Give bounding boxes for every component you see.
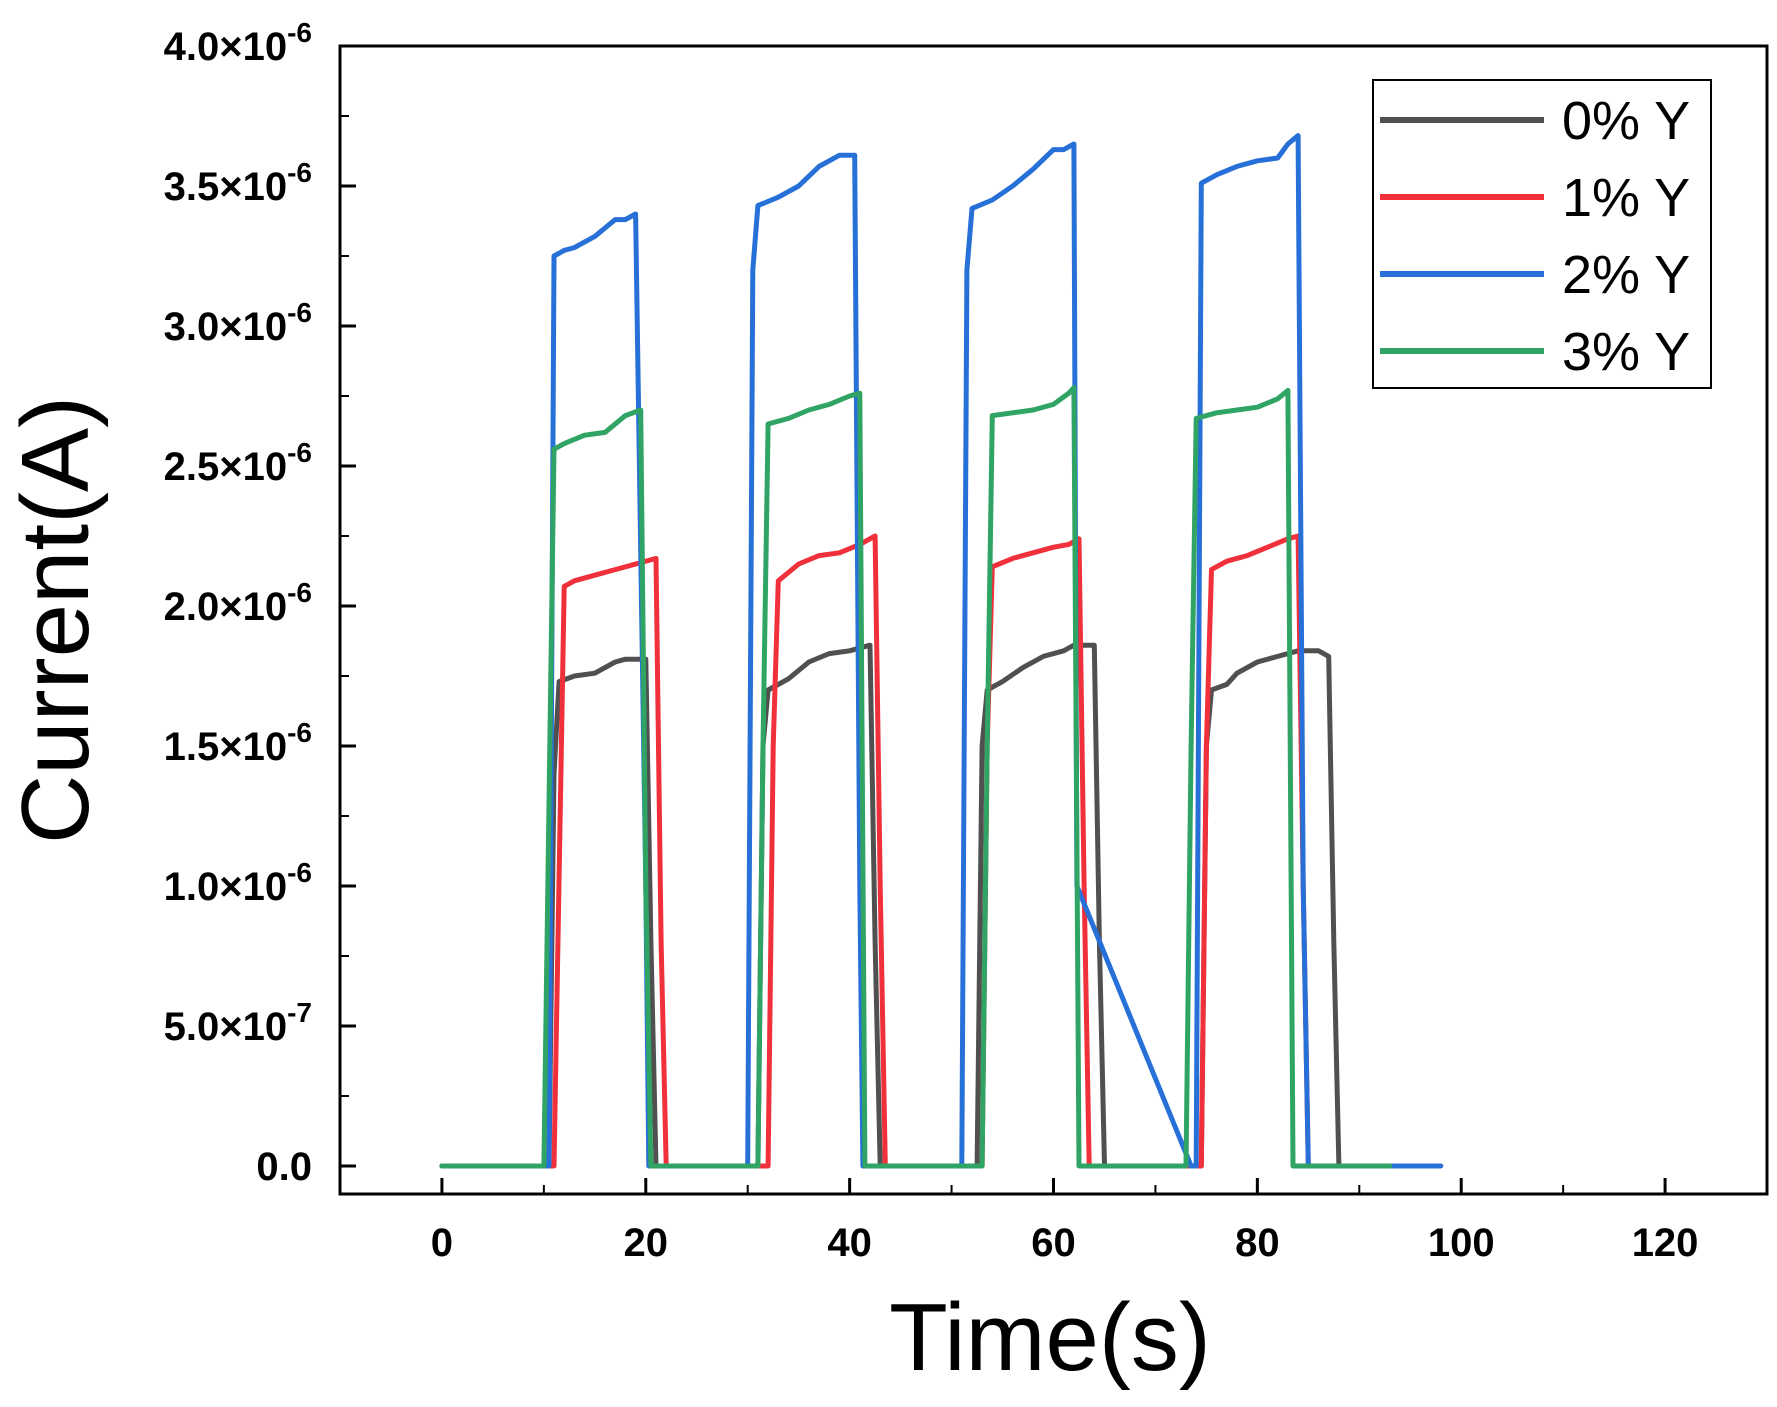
y-tick-exponent: -6 <box>287 577 312 608</box>
legend: 0% Y 1% Y 2% Y 3% Y <box>1372 79 1712 389</box>
y-tick-mantissa: 5.0×10 <box>164 1005 287 1049</box>
x-tick-label: 120 <box>1632 1221 1699 1265</box>
x-tick-label: 40 <box>827 1221 872 1265</box>
legend-label-2: 2% Y <box>1562 245 1690 305</box>
y-tick-mantissa: 1.0×10 <box>164 865 287 909</box>
y-tick-label: 1.0×10-6 <box>164 857 312 909</box>
series-layer <box>439 133 1444 1169</box>
y-tick-mantissa: 3.5×10 <box>164 165 287 209</box>
x-axis: 0 20 40 60 80 100 120 <box>339 1178 1768 1265</box>
y-tick-exponent: -7 <box>287 997 312 1028</box>
series-line-3 <box>439 385 1393 1169</box>
y-tick-label: 0.0 <box>256 1145 312 1189</box>
legend-label-3: 3% Y <box>1562 322 1690 382</box>
x-tick-label: 20 <box>624 1221 669 1265</box>
y-tick-exponent: -6 <box>287 157 312 188</box>
y-tick-label: 2.0×10-6 <box>164 577 312 629</box>
y-tick-label: 1.5×10-6 <box>164 717 312 769</box>
y-tick-mantissa: 4.0×10 <box>164 25 287 69</box>
y-tick-mantissa: 0.0 <box>256 1145 312 1189</box>
y-tick-exponent: -6 <box>287 17 312 48</box>
y-tick-exponent: -6 <box>287 297 312 328</box>
y-tick-label: 3.0×10-6 <box>164 297 312 349</box>
y-tick-label: 4.0×10-6 <box>164 17 312 69</box>
y-tick-label: 2.5×10-6 <box>164 437 312 489</box>
y-tick-label: 3.5×10-6 <box>164 157 312 209</box>
y-axis: 0.05.0×10-71.0×10-61.5×10-62.0×10-62.5×1… <box>164 17 356 1189</box>
y-tick-exponent: -6 <box>287 437 312 468</box>
legend-box <box>1372 79 1712 389</box>
y-tick-mantissa: 2.5×10 <box>164 445 287 489</box>
y-tick-mantissa: 1.5×10 <box>164 725 287 769</box>
x-tick-label: 60 <box>1031 1221 1076 1265</box>
y-tick-mantissa: 2.0×10 <box>164 585 287 629</box>
y-tick-mantissa: 3.0×10 <box>164 305 287 349</box>
y-tick-exponent: -6 <box>287 717 312 748</box>
series-line-0 <box>439 642 1393 1169</box>
x-tick-label: 0 <box>431 1221 453 1265</box>
y-tick-exponent: -6 <box>287 857 312 888</box>
x-axis-title: Time(s) <box>889 1284 1211 1391</box>
y-tick-label: 5.0×10-7 <box>164 997 312 1049</box>
x-tick-label: 100 <box>1428 1221 1495 1265</box>
legend-label-1: 1% Y <box>1562 168 1690 228</box>
x-tick-label: 80 <box>1235 1221 1280 1265</box>
legend-label-0: 0% Y <box>1562 91 1690 151</box>
y-axis-title: Current(A) <box>2 396 109 844</box>
